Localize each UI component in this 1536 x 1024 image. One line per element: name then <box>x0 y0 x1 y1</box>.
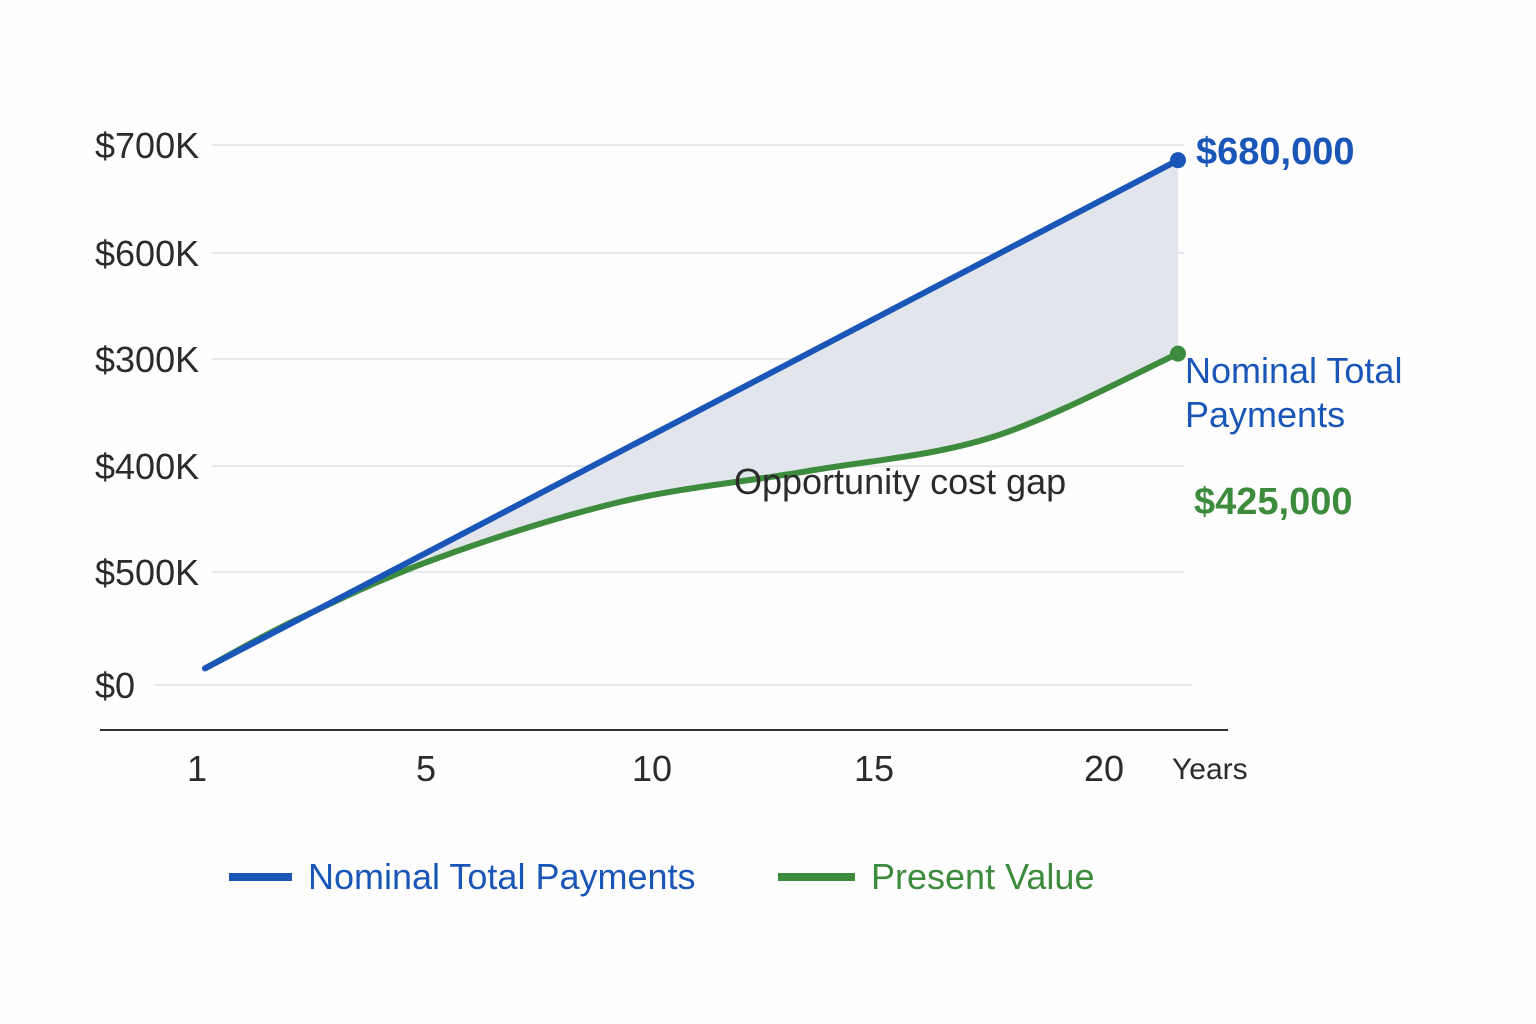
x-tick-label: 5 <box>416 748 436 789</box>
present-value-end-value-label: $425,000 <box>1194 481 1353 523</box>
legend-layer: Nominal Total Payments Present Value <box>229 856 1094 897</box>
legend-label: Present Value <box>871 856 1094 897</box>
y-tick-label: $0 <box>95 665 135 706</box>
y-tick-label: $700K <box>95 125 199 166</box>
nominal-series-annotation: Nominal Total <box>1185 350 1402 391</box>
x-tick-label: 1 <box>187 748 207 789</box>
present-value-end-point <box>1170 345 1186 362</box>
legend-label: Nominal Total Payments <box>308 856 696 897</box>
nominal-total-payments-line <box>202 157 1181 672</box>
x-tick-label: 20 <box>1084 748 1124 789</box>
y-tick-label: $600K <box>95 233 199 274</box>
nominal-end-value-label: $680,000 <box>1196 131 1355 173</box>
series-layer <box>202 152 1186 672</box>
nominal-series-annotation: Payments <box>1185 394 1345 435</box>
y-tick-label: $300K <box>95 339 199 380</box>
nominal-end-point <box>1170 152 1186 169</box>
x-tick-label: 15 <box>854 748 894 789</box>
x-tick-label: 10 <box>632 748 672 789</box>
y-tick-label: $500K <box>95 552 199 593</box>
gap-annotation: Opportunity cost gap <box>734 461 1066 502</box>
x-axis-label: Years <box>1172 753 1248 786</box>
y-tick-label: $400K <box>95 446 199 487</box>
